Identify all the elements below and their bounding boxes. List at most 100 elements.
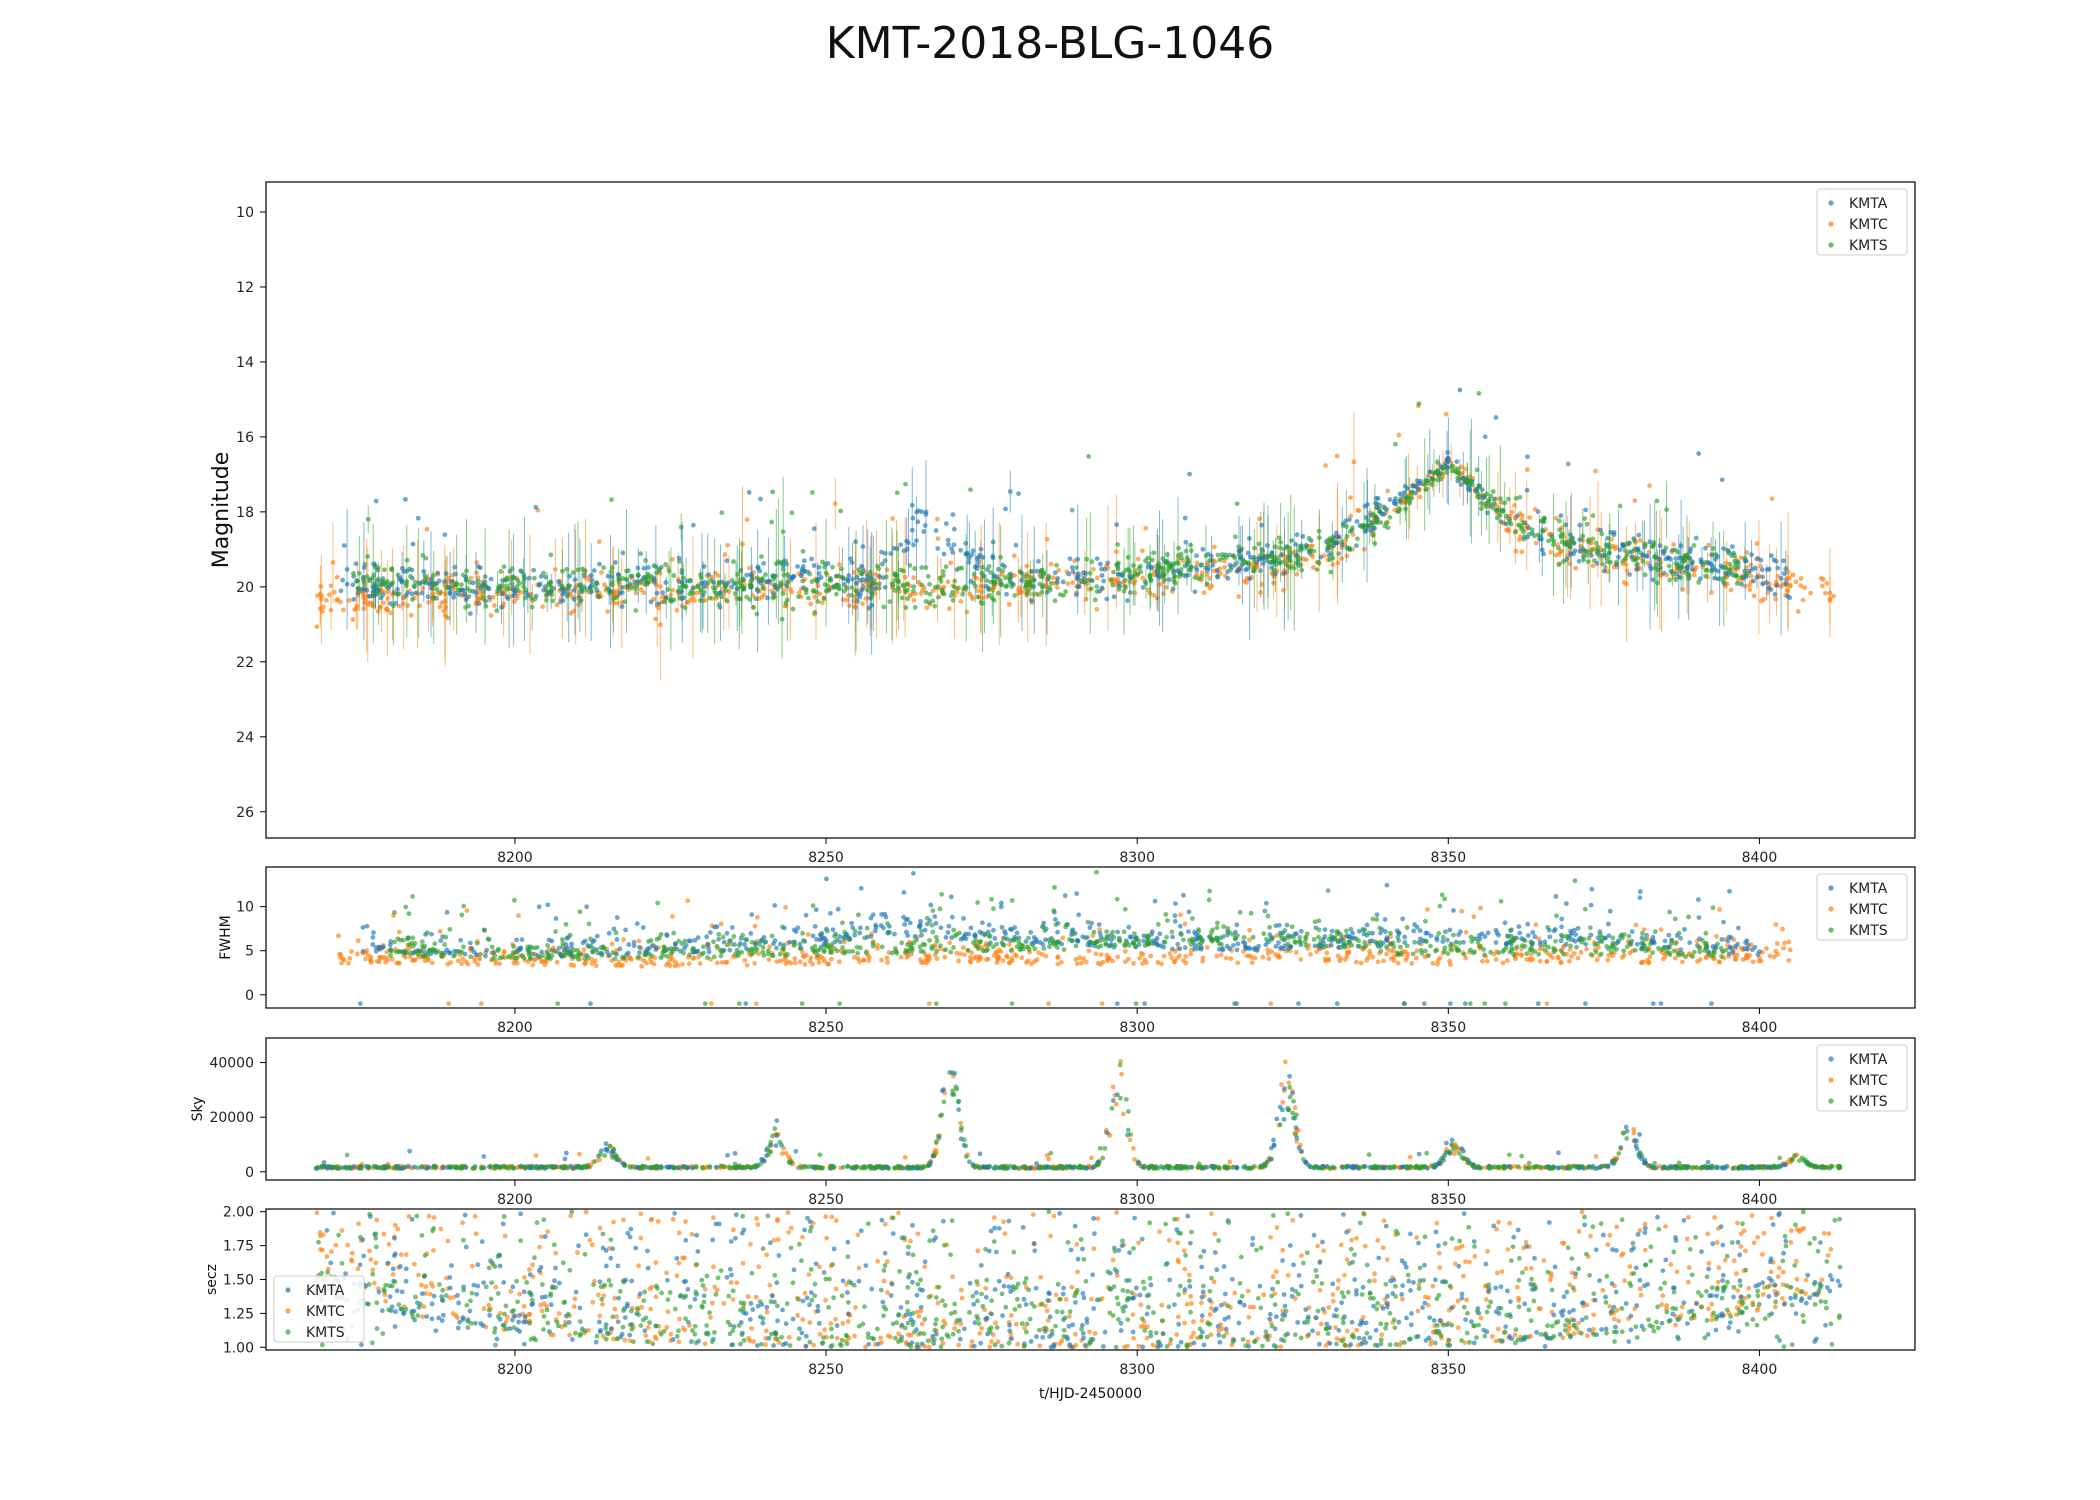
data-point: [1348, 926, 1354, 932]
data-point: [769, 519, 775, 525]
data-point: [809, 579, 815, 584]
data-point: [636, 938, 642, 944]
data-point: [1428, 943, 1433, 949]
data-point: [756, 951, 762, 957]
data-point: [650, 943, 655, 948]
data-point: [1243, 579, 1249, 585]
data-point: [1428, 933, 1434, 939]
data-point: [744, 937, 750, 943]
data-point: [1365, 955, 1371, 961]
data-point: [753, 596, 759, 602]
data-point: [756, 942, 762, 947]
data-point: [1051, 908, 1057, 913]
data-point: [1558, 960, 1564, 966]
data-point: [1334, 453, 1340, 459]
data-point: [1017, 569, 1023, 575]
data-point: [497, 955, 503, 961]
data-point: [410, 935, 416, 941]
data-point: [1372, 513, 1378, 519]
data-point: [1444, 465, 1450, 470]
data-point: [1652, 554, 1658, 560]
data-point: [1644, 553, 1650, 559]
data-point: [765, 595, 770, 601]
data-point: [678, 524, 684, 530]
data-point: [849, 585, 855, 591]
data-point: [1088, 586, 1094, 592]
data-point: [1329, 537, 1335, 543]
data-point: [461, 903, 467, 909]
data-point: [995, 590, 1001, 596]
data-point: [1169, 955, 1175, 961]
data-point: [992, 936, 998, 941]
data-point: [634, 579, 640, 584]
data-point: [958, 936, 964, 942]
data-point: [1247, 937, 1252, 943]
data-point: [1167, 951, 1173, 956]
data-point: [607, 590, 612, 596]
data-point: [589, 960, 595, 966]
data-point: [567, 932, 573, 938]
data-point: [1774, 583, 1780, 588]
data-point: [444, 585, 450, 591]
data-point: [1435, 958, 1441, 963]
data-point: [1781, 558, 1786, 564]
data-point: [423, 555, 429, 561]
data-point: [328, 607, 334, 613]
data-point: [686, 961, 692, 967]
data-point: [1542, 947, 1548, 953]
data-point: [995, 576, 1000, 582]
data-point: [1729, 553, 1735, 559]
data-point: [614, 915, 620, 920]
data-point: [1040, 924, 1046, 929]
data-point: [665, 587, 671, 592]
data-point: [986, 922, 992, 928]
series-kmta: [357, 870, 1762, 1006]
data-point: [876, 585, 882, 591]
data-point: [946, 923, 952, 929]
data-point: [1423, 486, 1429, 492]
data-point: [811, 563, 817, 568]
data-point: [1194, 560, 1200, 566]
data-point: [1422, 482, 1428, 487]
data-point: [1506, 528, 1512, 534]
data-point: [405, 603, 411, 609]
data-point: [1537, 946, 1543, 952]
data-point: [1039, 951, 1045, 957]
data-point: [384, 584, 390, 590]
data-point: [620, 550, 626, 556]
data-point: [1125, 554, 1131, 560]
data-point: [1439, 892, 1445, 898]
y-tick-label: 10: [236, 205, 254, 221]
data-point: [523, 595, 528, 601]
data-point: [940, 568, 946, 574]
data-point: [1084, 556, 1090, 562]
data-point: [1085, 934, 1090, 940]
data-point: [353, 561, 359, 567]
data-point: [544, 949, 550, 955]
data-point: [1161, 591, 1166, 596]
data-point: [371, 930, 376, 935]
data-point: [698, 597, 703, 603]
data-point: [842, 588, 847, 594]
data-point: [548, 588, 554, 594]
data-point: [664, 933, 670, 939]
data-point: [1778, 576, 1784, 581]
data-point: [780, 567, 786, 572]
data-point: [810, 933, 816, 939]
data-point: [899, 940, 905, 946]
data-point: [1148, 953, 1154, 959]
data-point: [884, 567, 890, 573]
data-point: [1252, 955, 1258, 961]
data-point: [454, 580, 459, 586]
data-point: [1539, 547, 1545, 553]
data-point: [1663, 545, 1669, 551]
data-point: [437, 604, 443, 610]
data-point: [878, 923, 884, 928]
data-point: [609, 565, 615, 570]
data-point: [1482, 434, 1488, 440]
data-point: [1065, 581, 1071, 587]
data-point: [1055, 954, 1061, 960]
data-point: [504, 587, 509, 592]
data-points-magnitude: [314, 387, 1836, 681]
data-point: [1710, 905, 1716, 911]
